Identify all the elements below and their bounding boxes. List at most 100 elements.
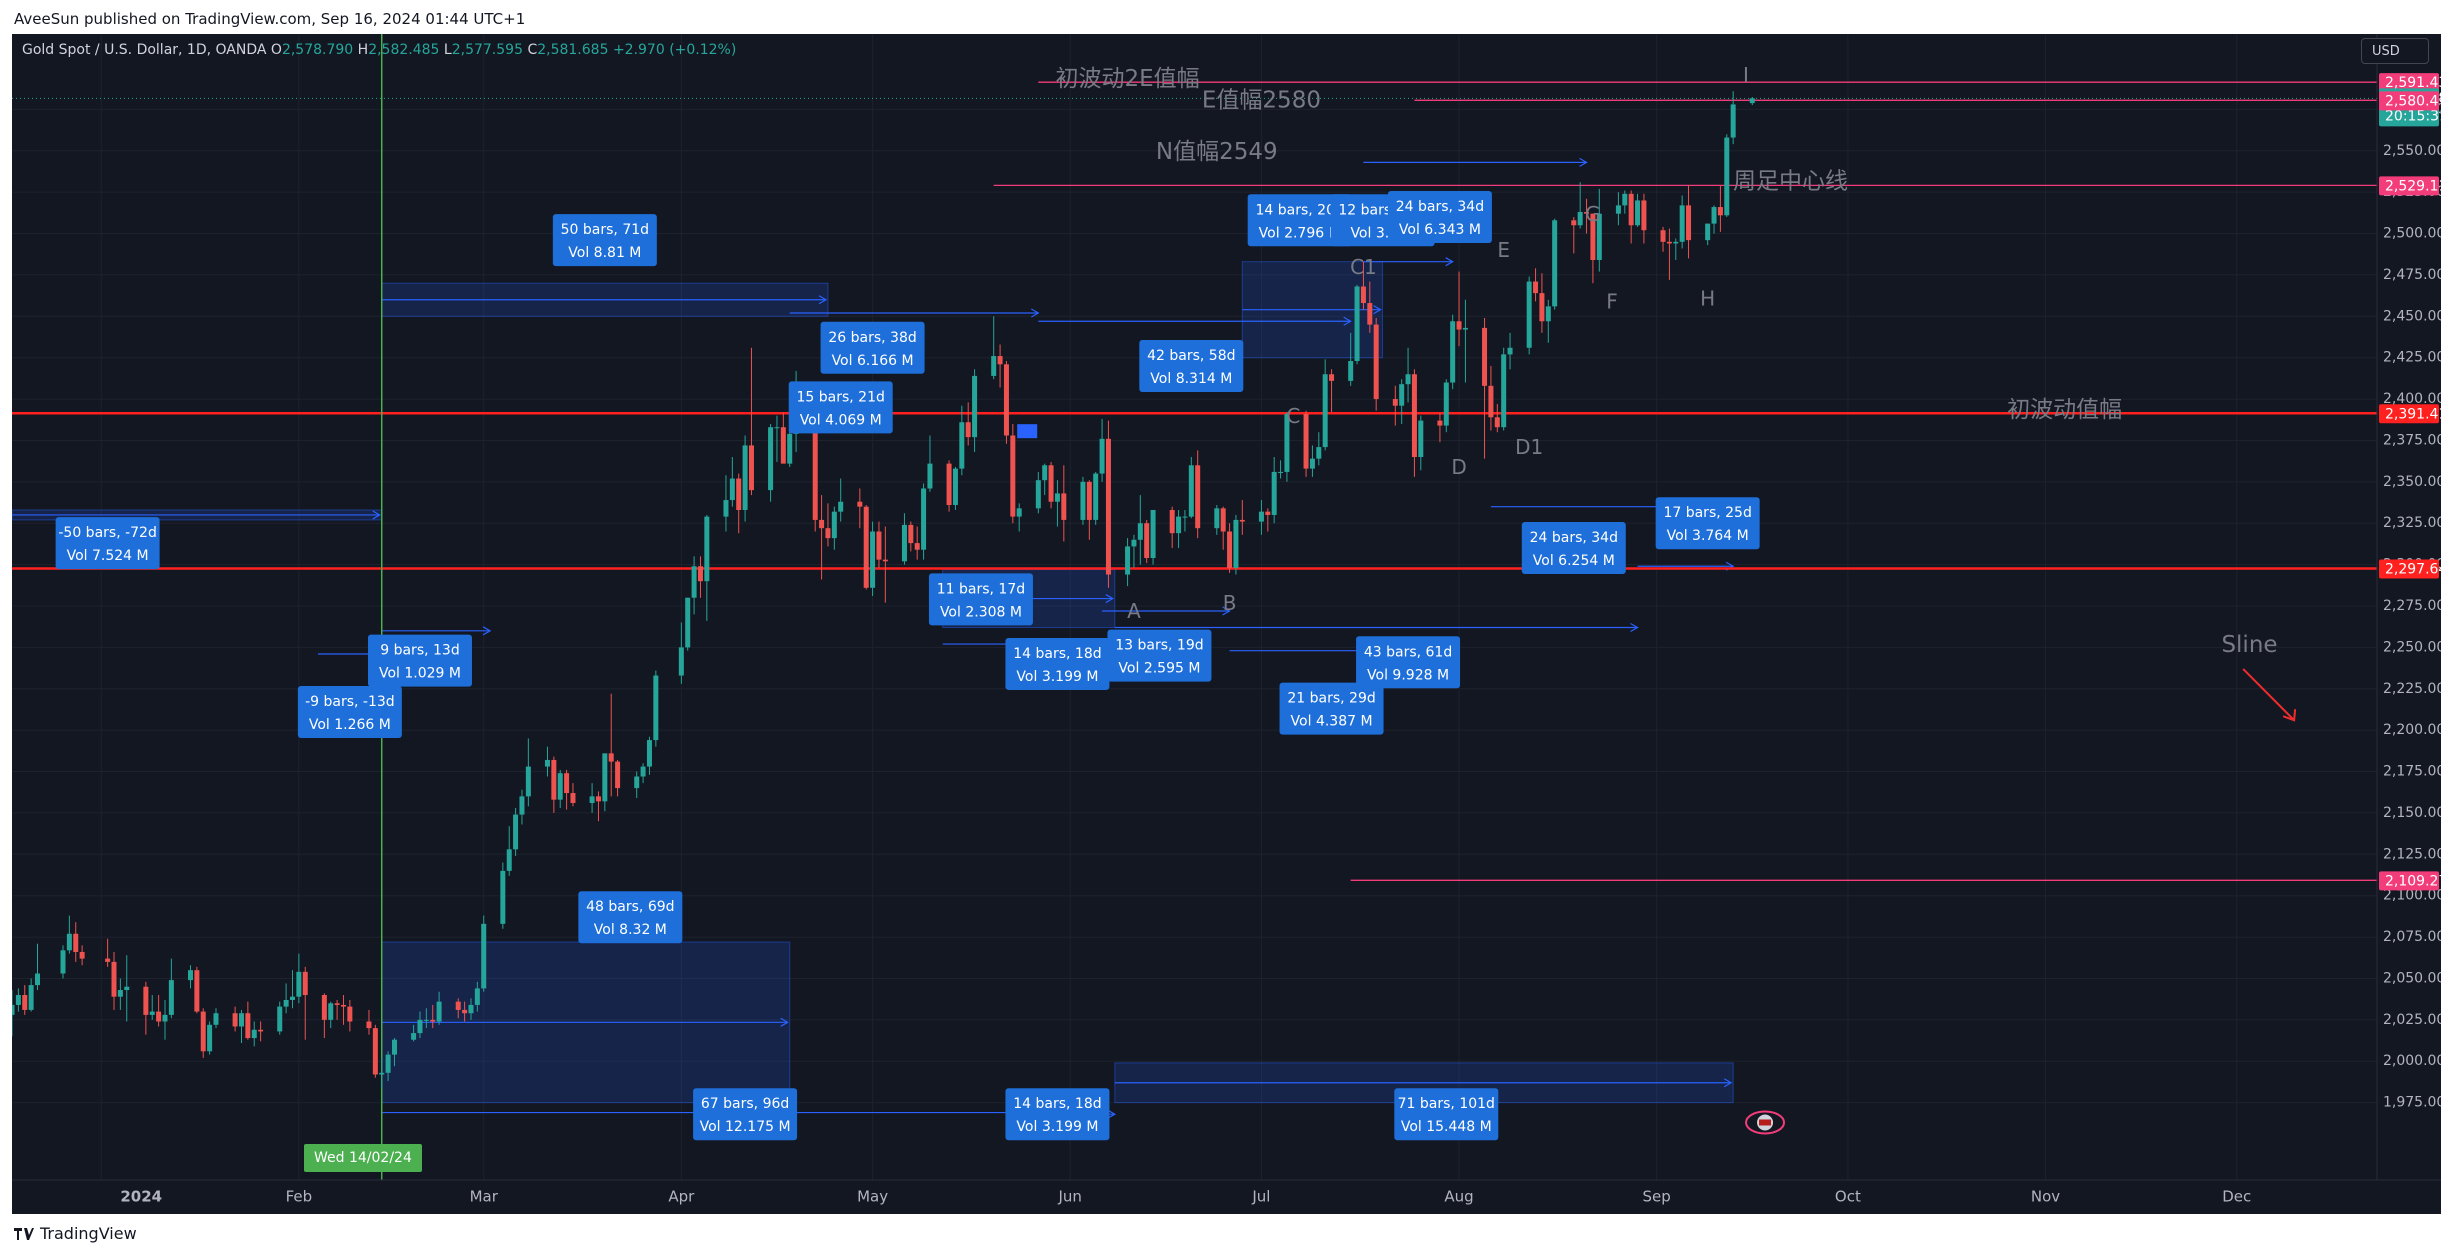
candle-body xyxy=(1507,347,1513,355)
publish-line: AveeSun published on TradingView.com, Se… xyxy=(14,10,526,28)
price-axis-tick: 2,025.000 xyxy=(2383,1012,2441,1028)
candle-body xyxy=(965,422,971,438)
measure-label-volume: Vol 9.928 M xyxy=(1367,667,1449,683)
price-marker-label: 2,297.640 xyxy=(2385,562,2441,578)
open-label: O xyxy=(270,42,282,58)
measure-label-volume: Vol 6.254 M xyxy=(1533,553,1615,569)
candle-body xyxy=(277,1006,283,1032)
candle-body xyxy=(1749,98,1755,104)
time-axis-tick: Aug xyxy=(1444,1188,1473,1206)
candle-body xyxy=(1456,321,1462,330)
candle-body xyxy=(1494,417,1500,428)
measure-label-bars: 14 bars, 18d xyxy=(1013,1096,1101,1112)
price-axis-tick: 2,100.000 xyxy=(2383,888,2441,904)
candle-body xyxy=(704,516,710,582)
measure-label-volume: Vol 7.524 M xyxy=(67,548,149,564)
chart-annotation: 初波动值幅 xyxy=(2007,397,2122,423)
measure-label-box xyxy=(788,381,893,434)
candle-body xyxy=(1577,212,1583,226)
price-axis-tick: 2,200.000 xyxy=(2383,722,2441,738)
candle-body xyxy=(1042,465,1048,481)
candle-body xyxy=(525,766,531,797)
measure-label-box xyxy=(1139,339,1244,392)
chart-pane[interactable]: 初波动2E值幅 E值幅2580 N值幅2549 周足中心线 初波动值幅 Sline I G C1… xyxy=(12,34,2441,1214)
price-axis-tick: 2,350.000 xyxy=(2383,474,2441,490)
candle-body xyxy=(1214,508,1220,529)
candle-body xyxy=(589,796,595,803)
candle-body xyxy=(1590,213,1596,261)
measure-label-box xyxy=(1005,637,1110,690)
measure-arrowhead xyxy=(1222,606,1231,616)
measure-label-volume: Vol 2.308 M xyxy=(940,604,1022,620)
measure-label-bars: 67 bars, 96d xyxy=(701,1096,789,1112)
candle-body xyxy=(462,1009,468,1014)
measure-label-box xyxy=(693,1088,798,1141)
price-axis-tick: 2,400.000 xyxy=(2383,391,2441,407)
measure-label: 26 bars, 38d Vol 6.166 M xyxy=(820,321,925,374)
chart-annotation: A xyxy=(1127,599,1141,623)
candle-body xyxy=(1717,207,1723,216)
candle-body xyxy=(602,753,608,802)
publish-bar: AveeSun published on TradingView.com, Se… xyxy=(0,0,2455,34)
price-marker-label: 2,109.279 xyxy=(2385,873,2441,889)
price-axis-tick: 2,000.000 xyxy=(2383,1053,2441,1069)
candle-body xyxy=(34,973,40,986)
candle-body xyxy=(1182,516,1188,518)
candle-body xyxy=(1322,374,1328,448)
measure-label-bars: -9 bars, -13d xyxy=(305,694,395,710)
chart-annotation: H xyxy=(1700,286,1715,310)
candle-body xyxy=(959,422,965,469)
price-axis-tick: 2,275.000 xyxy=(2383,598,2441,614)
candle-body xyxy=(1284,413,1290,472)
candle-body xyxy=(838,501,844,512)
candle-body xyxy=(551,759,557,800)
measure-label-bars: 15 bars, 21d xyxy=(797,389,885,405)
measure-label-volume: Vol 1.266 M xyxy=(309,717,391,733)
tradingview-logo[interactable]: TradingView xyxy=(14,1224,137,1243)
time-axis-tick: Dec xyxy=(2222,1188,2251,1206)
price-axis-tick: 1,975.000 xyxy=(2383,1095,2441,1111)
chart-annotation: E xyxy=(1497,238,1510,262)
measure-label-bars: 24 bars, 34d xyxy=(1530,530,1618,546)
candle-body xyxy=(1131,539,1137,547)
measure-label-volume: Vol 3.764 M xyxy=(1667,528,1749,544)
candle-body xyxy=(143,986,149,1015)
candle-body xyxy=(481,923,487,989)
price-axis-tick: 2,225.000 xyxy=(2383,681,2441,697)
measure-label-volume: Vol 8.81 M xyxy=(568,245,641,261)
measure-arrowhead xyxy=(1031,308,1040,318)
candle-body xyxy=(430,1019,436,1022)
candle-body xyxy=(1705,223,1711,241)
price-marker-label: 2,580.473 xyxy=(2385,93,2441,109)
candle-body xyxy=(819,519,825,529)
candle-body xyxy=(168,980,174,1015)
candle-body xyxy=(455,1001,461,1010)
candle-body xyxy=(736,478,742,510)
measure-label-box xyxy=(928,573,1033,626)
candle-body xyxy=(914,543,920,550)
time-axis-tick: Mar xyxy=(470,1188,499,1206)
candle-body xyxy=(557,773,563,800)
measure-label-box xyxy=(552,214,657,267)
candle-body xyxy=(1539,293,1545,322)
candle-body xyxy=(857,501,863,507)
measure-label: 17 bars, 25d Vol 3.764 M xyxy=(1655,497,1760,550)
measure-label-bars: 13 bars, 19d xyxy=(1115,638,1203,654)
candle-body xyxy=(1010,435,1016,517)
currency-selector[interactable]: USD xyxy=(2361,38,2429,64)
candle-body xyxy=(105,958,111,962)
measure-label-bars: 48 bars, 69d xyxy=(586,899,674,915)
chart-annotation: C1 xyxy=(1350,255,1377,279)
candle-body xyxy=(1622,193,1628,206)
chart-annotation: N值幅2549 xyxy=(1156,139,1278,165)
measure-label-volume: Vol 4.387 M xyxy=(1291,714,1373,730)
measure-label-volume: Vol 2.796 M xyxy=(1259,225,1341,241)
candle-body xyxy=(1641,200,1647,231)
measure-label: 11 bars, 17d Vol 2.308 M xyxy=(928,573,1033,626)
candle-body xyxy=(232,1013,238,1027)
price-chart[interactable]: 初波动2E值幅E值幅2580N值幅2549周足中心线初波动值幅SlineIGC1… xyxy=(12,34,2441,1214)
candle-body xyxy=(321,995,327,1020)
candle-body xyxy=(258,1029,264,1032)
candle-body xyxy=(908,524,914,544)
candle-body xyxy=(1309,458,1315,469)
